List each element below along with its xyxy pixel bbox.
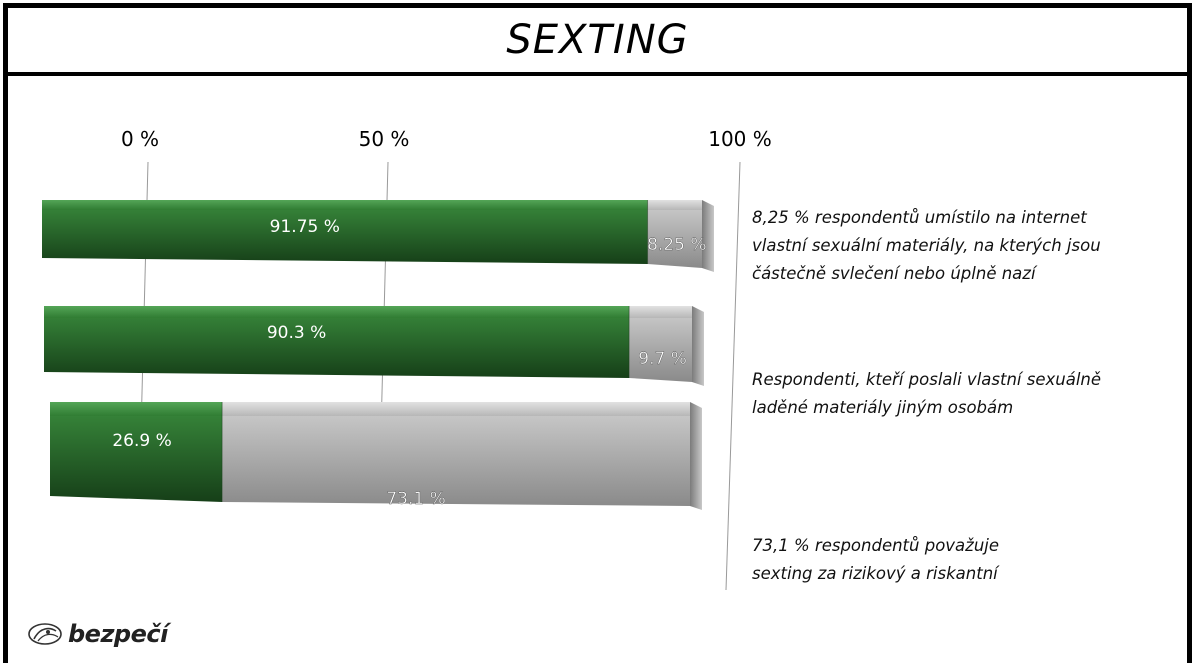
logo-text: bezpečí <box>68 620 168 648</box>
bar-top-yes <box>629 306 692 318</box>
bar-segment-yes <box>222 402 690 506</box>
bar-label-yes: 8.25 % <box>647 235 706 255</box>
bar-group: 90.3 % 9.7 % <box>44 306 704 386</box>
bar-top-yes <box>222 402 690 416</box>
bar-label-no: 91.75 % <box>270 217 340 237</box>
annotation-line: laděné materiály jiným osobám <box>752 398 1014 417</box>
annotation-line: částečně svlečení nebo úplně nazí <box>752 264 1036 283</box>
bar-end-cap <box>690 402 702 510</box>
bar-top-no <box>44 306 630 318</box>
axis-tick-label: 0 % <box>121 127 159 151</box>
bar-end-cap <box>692 306 704 386</box>
bar-annotation: 73,1 % respondentů považuje sexting za ri… <box>752 532 999 588</box>
logo: bezpečí <box>26 620 168 648</box>
annotation-line: 73,1 % respondentů považuje <box>752 536 1000 555</box>
annotation-line: vlastní sexuální materiály, na kterých j… <box>752 236 1101 255</box>
bar-end-cap <box>702 200 714 272</box>
bar-top-no <box>42 200 648 210</box>
bar-label-yes: 9.7 % <box>638 349 687 369</box>
axis-tick-label: 50 % <box>359 127 410 151</box>
annotation-line: 8,25 % respondentů umístilo na internet <box>752 208 1087 227</box>
bezpeci-logo-icon <box>28 623 62 645</box>
bar-label-yes: 73.1 % <box>386 489 445 509</box>
bar-label-no: 90.3 % <box>267 323 326 343</box>
bar-group: 26.9 % 73.1 % <box>50 402 702 510</box>
bar-segment-yes <box>647 200 702 268</box>
bar-segment-no <box>42 200 648 264</box>
bar-annotation: Respondenti, kteří poslali vlastní sexuá… <box>752 366 1101 422</box>
bar-segment-yes <box>629 306 692 382</box>
title-bar: SEXTING <box>8 8 1187 76</box>
bar-top-no <box>50 402 223 416</box>
annotation-line: Respondenti, kteří poslali vlastní sexuá… <box>752 370 1102 389</box>
bar-top-yes <box>647 200 702 210</box>
bar-group: 91.75 % 8.25 % <box>42 200 714 272</box>
grid-line <box>725 161 741 591</box>
bar-label-no: 26.9 % <box>112 431 171 451</box>
axis-tick-label: 100 % <box>708 127 772 151</box>
annotation-line: sexting za rizikový a riskantní <box>752 564 998 583</box>
bar-segment-no <box>44 306 630 378</box>
page-title: SEXTING <box>506 17 689 63</box>
frame <box>3 3 1192 663</box>
bar-segment-no <box>50 402 223 502</box>
bar-annotation: 8,25 % respondentů umístilo na internet v… <box>752 204 1101 288</box>
